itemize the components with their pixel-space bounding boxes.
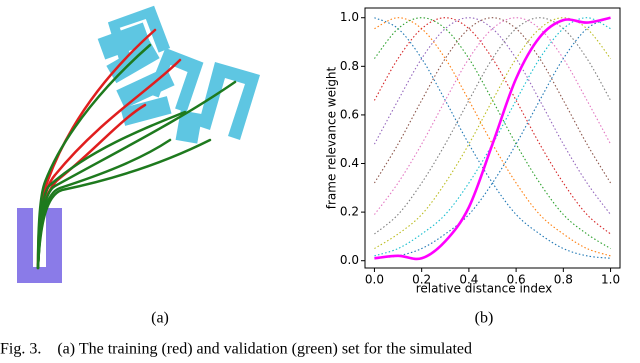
y-tick-label: 0.8 [340,59,359,73]
start-gripper [17,208,62,283]
x-axis-label: relative distance index [416,282,553,296]
panel-label: (b) [475,310,494,327]
y-tick-label: 0.6 [340,107,359,121]
plot-frame [364,7,621,269]
y-tick-label: 0.0 [340,253,359,267]
x-tick-label: 0.2 [412,273,431,287]
data-line [373,17,611,235]
panel-label: (a) [151,310,169,327]
data-line [374,17,611,257]
panel-a-drawing [17,5,260,283]
data-line [374,16,611,261]
data-line [374,17,611,259]
x-tick-label: 0.6 [507,273,526,287]
data-line [373,17,612,184]
x-tick-label: 1.0 [601,273,620,287]
y-axis-label: frame relevance weight [325,66,339,209]
data-line [374,17,611,250]
data-line [374,17,611,257]
data-line [374,17,611,250]
y-tick-label: 0.4 [340,156,359,170]
data-line [374,17,611,259]
data-line [374,17,612,235]
data-line [374,17,612,215]
x-tick-label: 0.4 [459,273,478,287]
y-tick-label: 1.0 [340,10,359,24]
caption: Fig. 3. (a) The training (red) and valid… [0,341,472,358]
y-tick-label: 0.2 [340,205,359,219]
x-tick-label: 0.0 [365,273,384,287]
data-line [373,17,611,215]
x-tick-label: 0.8 [554,273,573,287]
trajectories [36,28,237,270]
